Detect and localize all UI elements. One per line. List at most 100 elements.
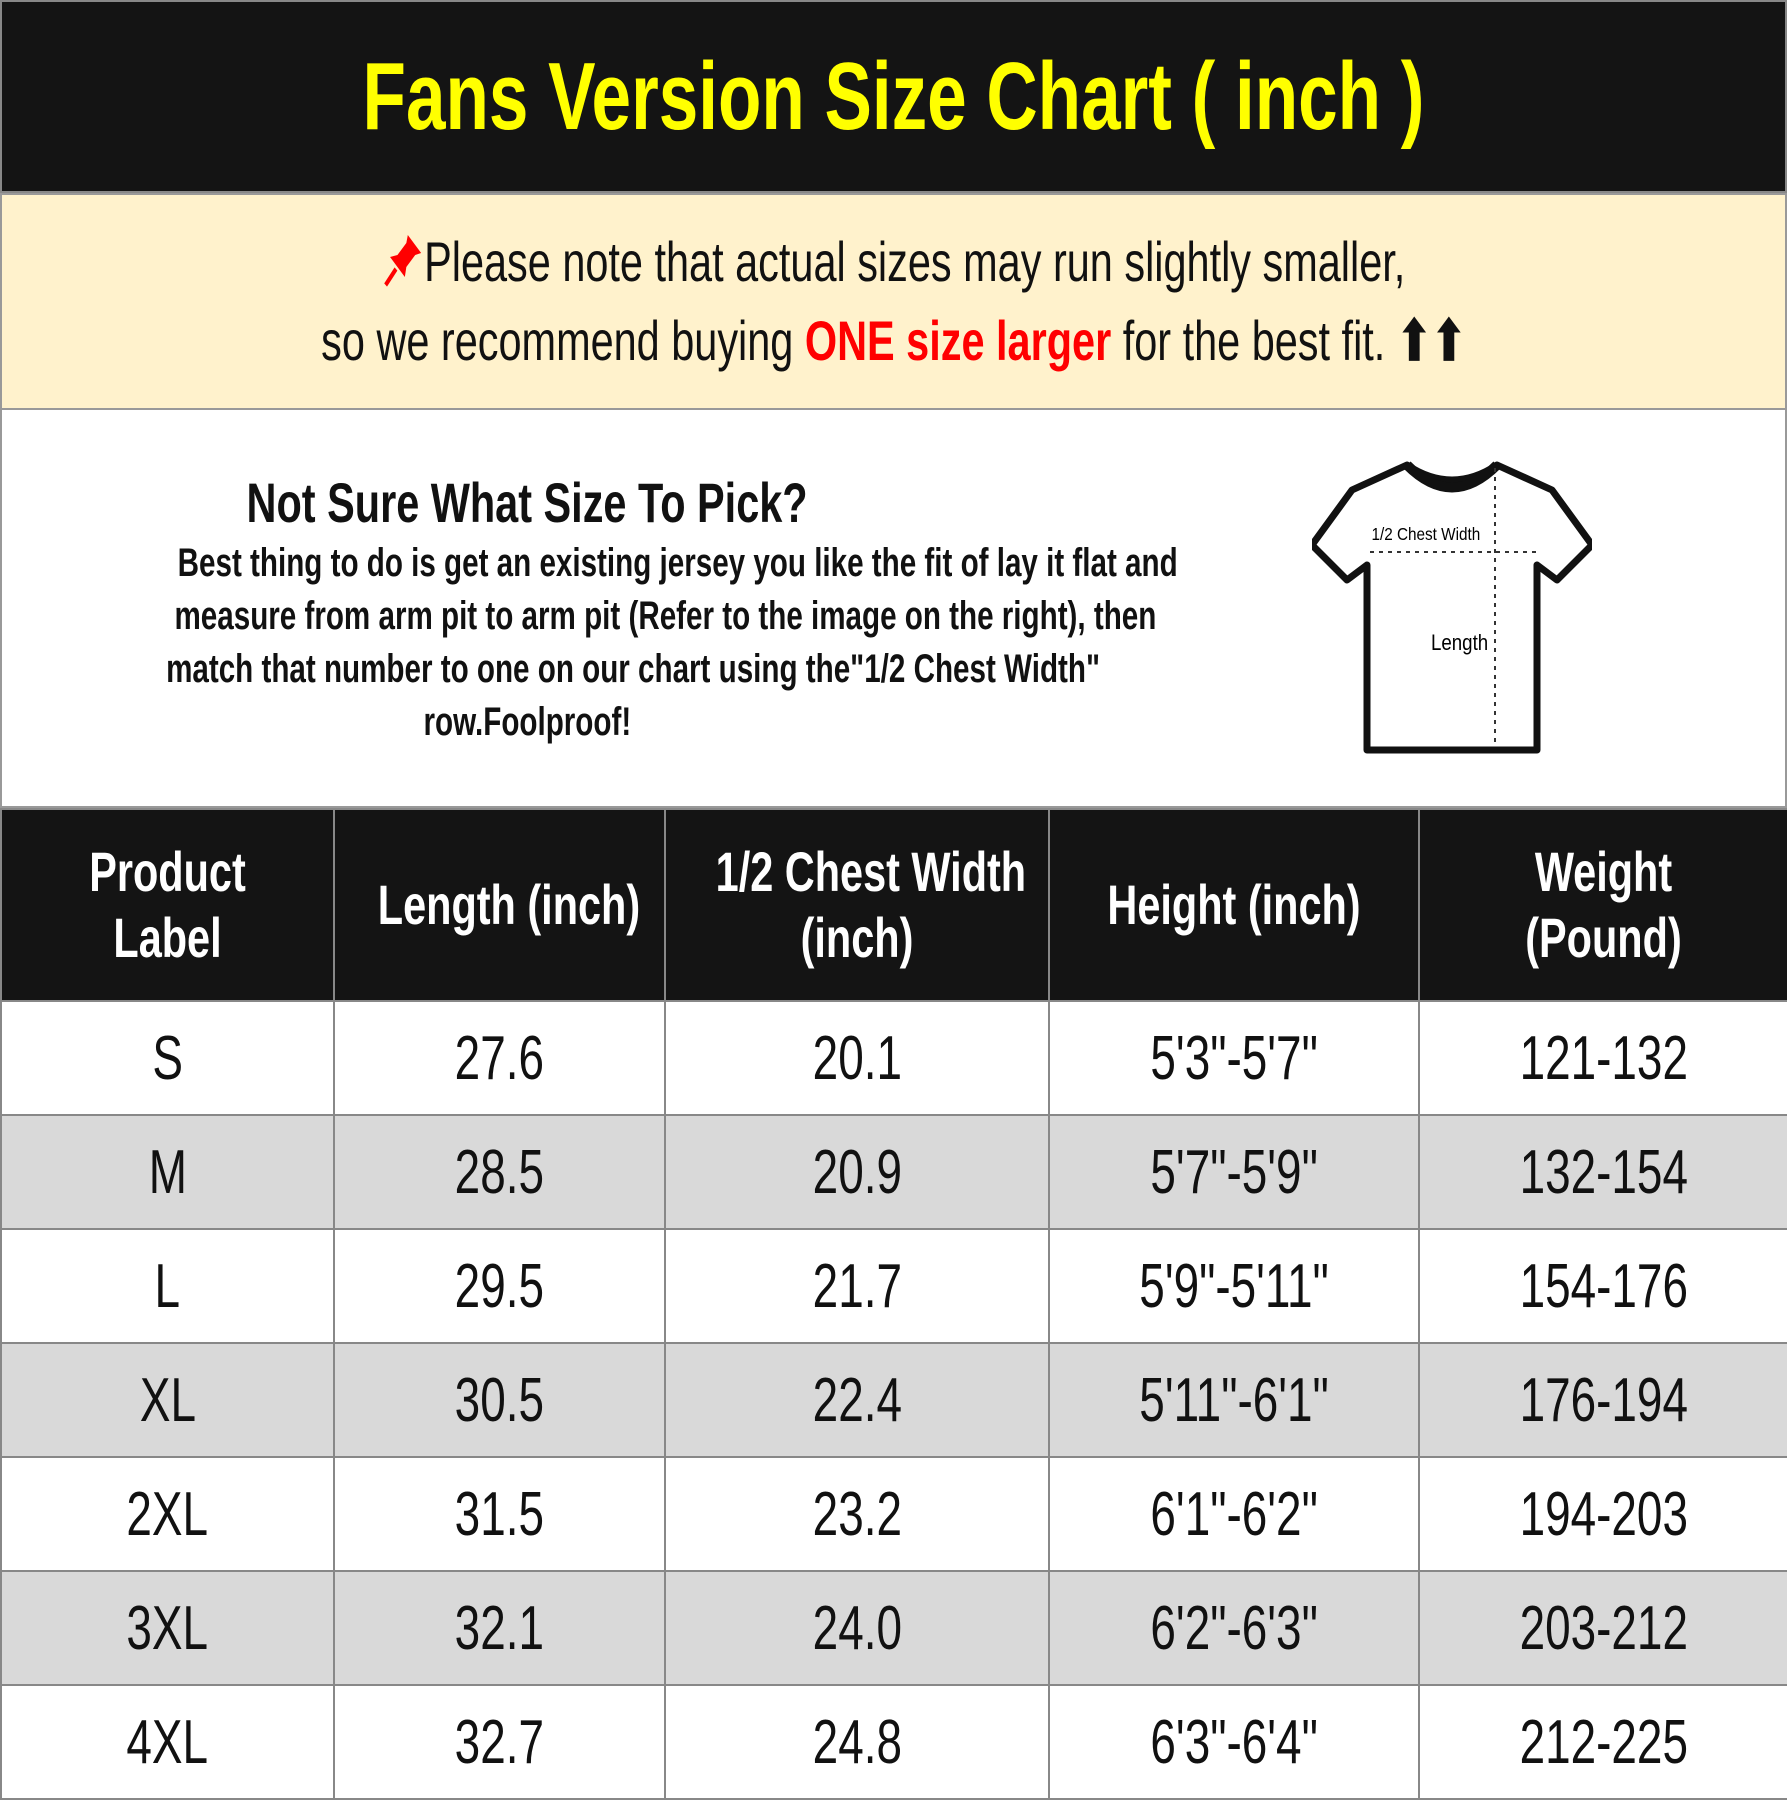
- cell-text: 176-194: [1519, 1365, 1688, 1435]
- column-header-product-label: Product Label: [0, 808, 335, 1002]
- header-text: Product: [89, 840, 246, 903]
- cell-length: 32.1: [333, 1570, 666, 1686]
- size-table: Product Label Length (inch) 1/2 Chest Width…: [0, 808, 1787, 1800]
- cell-chest-width: 20.1: [664, 1000, 1050, 1116]
- cell-height: 5'11"-6'1": [1048, 1342, 1420, 1458]
- fit-guide-line: match that number to one on our chart us…: [166, 647, 1101, 691]
- cell-weight: 132-154: [1418, 1114, 1787, 1230]
- cell-text: XL: [139, 1365, 196, 1435]
- fit-guide-heading: Not Sure What Size To Pick?: [246, 471, 808, 534]
- cell-chest-width: 22.4: [664, 1342, 1050, 1458]
- cell-text: 23.2: [812, 1479, 902, 1549]
- cell-length: 30.5: [333, 1342, 666, 1458]
- cell-product-label: L: [0, 1228, 335, 1344]
- cell-text: 3XL: [126, 1593, 209, 1663]
- cell-text: 2XL: [126, 1479, 209, 1549]
- table-row: M 28.5 20.9 5'7"-5'9" 132-154: [0, 1114, 1787, 1230]
- cell-chest-width: 24.8: [664, 1684, 1050, 1800]
- fit-guide: Not Sure What Size To Pick? Best thing t…: [0, 410, 1787, 808]
- fit-guide-line: measure from arm pit to arm pit (Refer t…: [174, 594, 1157, 638]
- cell-chest-width: 21.7: [664, 1228, 1050, 1344]
- note-line-2-pre: so we recommend buying: [320, 309, 805, 372]
- cell-chest-width: 20.9: [664, 1114, 1050, 1230]
- cell-length: 31.5: [333, 1456, 666, 1572]
- note-line-2-post: for the best fit.: [1110, 309, 1386, 372]
- cell-height: 6'2"-6'3": [1048, 1570, 1420, 1686]
- cell-text: 6'3"-6'4": [1150, 1707, 1318, 1777]
- cell-product-label: XL: [0, 1342, 335, 1458]
- tshirt-diagram: 1/2 Chest Width Length: [1312, 461, 1592, 754]
- cell-text: 32.1: [454, 1593, 545, 1663]
- cell-text: 212-225: [1519, 1707, 1688, 1777]
- cell-text: L: [154, 1251, 181, 1321]
- cell-weight: 154-176: [1418, 1228, 1787, 1344]
- cell-height: 5'9"-5'11": [1048, 1228, 1420, 1344]
- cell-text: 27.6: [454, 1023, 545, 1093]
- cell-text: 6'2"-6'3": [1150, 1593, 1318, 1663]
- header-text: Weight: [1534, 840, 1673, 903]
- table-row: 3XL 32.1 24.0 6'2"-6'3" 203-212: [0, 1570, 1787, 1686]
- note-highlight: ONE size larger: [804, 309, 1111, 372]
- cell-text: 5'11"-6'1": [1139, 1365, 1329, 1435]
- cell-length: 32.7: [333, 1684, 666, 1800]
- cell-text: 194-203: [1519, 1479, 1688, 1549]
- cell-height: 5'3"-5'7": [1048, 1000, 1420, 1116]
- pushpin-icon: [383, 235, 421, 287]
- column-header-chest-width: 1/2 Chest Width (inch): [664, 808, 1050, 1002]
- header-text: 1/2 Chest Width: [715, 840, 1027, 903]
- cell-text: 28.5: [454, 1137, 545, 1207]
- cell-text: 154-176: [1519, 1251, 1688, 1321]
- cell-text: 4XL: [126, 1707, 209, 1777]
- cell-text: 21.7: [812, 1251, 902, 1321]
- cell-weight: 121-132: [1418, 1000, 1787, 1116]
- cell-length: 29.5: [333, 1228, 666, 1344]
- cell-text: 6'1"-6'2": [1150, 1479, 1318, 1549]
- up-arrows-icon: ⬆⬆: [1396, 309, 1467, 372]
- cell-product-label: 3XL: [0, 1570, 335, 1686]
- size-note: Please note that actual sizes may run sl…: [0, 193, 1787, 410]
- table-header-row: Product Label Length (inch) 1/2 Chest Width…: [0, 808, 1787, 1002]
- column-header-weight: Weight (Pound): [1418, 808, 1787, 1002]
- cell-chest-width: 23.2: [664, 1456, 1050, 1572]
- cell-text: 24.8: [812, 1707, 902, 1777]
- cell-text: 20.1: [812, 1023, 902, 1093]
- chest-width-label: 1/2 Chest Width: [1372, 524, 1481, 544]
- cell-product-label: S: [0, 1000, 335, 1116]
- cell-text: M: [148, 1137, 187, 1207]
- table-row: 4XL 32.7 24.8 6'3"-6'4" 212-225: [0, 1684, 1787, 1800]
- page-title: Fans Version Size Chart ( inch ): [362, 42, 1425, 150]
- cell-text: 29.5: [454, 1251, 545, 1321]
- table-row: 2XL 31.5 23.2 6'1"-6'2" 194-203: [0, 1456, 1787, 1572]
- cell-length: 27.6: [333, 1000, 666, 1116]
- cell-chest-width: 24.0: [664, 1570, 1050, 1686]
- cell-product-label: 4XL: [0, 1684, 335, 1800]
- cell-height: 5'7"-5'9": [1048, 1114, 1420, 1230]
- cell-text: 203-212: [1519, 1593, 1688, 1663]
- cell-text: 5'7"-5'9": [1150, 1137, 1318, 1207]
- cell-text: 5'3"-5'7": [1150, 1023, 1318, 1093]
- cell-text: 31.5: [454, 1479, 545, 1549]
- title-banner: Fans Version Size Chart ( inch ): [0, 0, 1787, 193]
- cell-text: S: [152, 1023, 183, 1093]
- cell-weight: 176-194: [1418, 1342, 1787, 1458]
- cell-text: 32.7: [454, 1707, 545, 1777]
- column-header-length: Length (inch): [333, 808, 666, 1002]
- cell-text: 24.0: [812, 1593, 902, 1663]
- header-text: (Pound): [1525, 906, 1682, 969]
- table-row: S 27.6 20.1 5'3"-5'7" 121-132: [0, 1000, 1787, 1116]
- table-row: L 29.5 21.7 5'9"-5'11" 154-176: [0, 1228, 1787, 1344]
- header-text: Length (inch): [377, 873, 641, 936]
- header-text: (inch): [800, 906, 914, 969]
- fit-guide-line: Best thing to do is get an existing jers…: [177, 541, 1178, 585]
- cell-height: 6'3"-6'4": [1048, 1684, 1420, 1800]
- column-header-height: Height (inch): [1048, 808, 1420, 1002]
- cell-text: 20.9: [812, 1137, 902, 1207]
- cell-text: 121-132: [1519, 1023, 1688, 1093]
- cell-weight: 203-212: [1418, 1570, 1787, 1686]
- header-text: Label: [113, 906, 222, 969]
- fit-guide-line: row.Foolproof!: [423, 700, 631, 744]
- cell-text: 22.4: [812, 1365, 902, 1435]
- cell-text: 30.5: [454, 1365, 545, 1435]
- cell-text: 5'9"-5'11": [1139, 1251, 1329, 1321]
- cell-weight: 212-225: [1418, 1684, 1787, 1800]
